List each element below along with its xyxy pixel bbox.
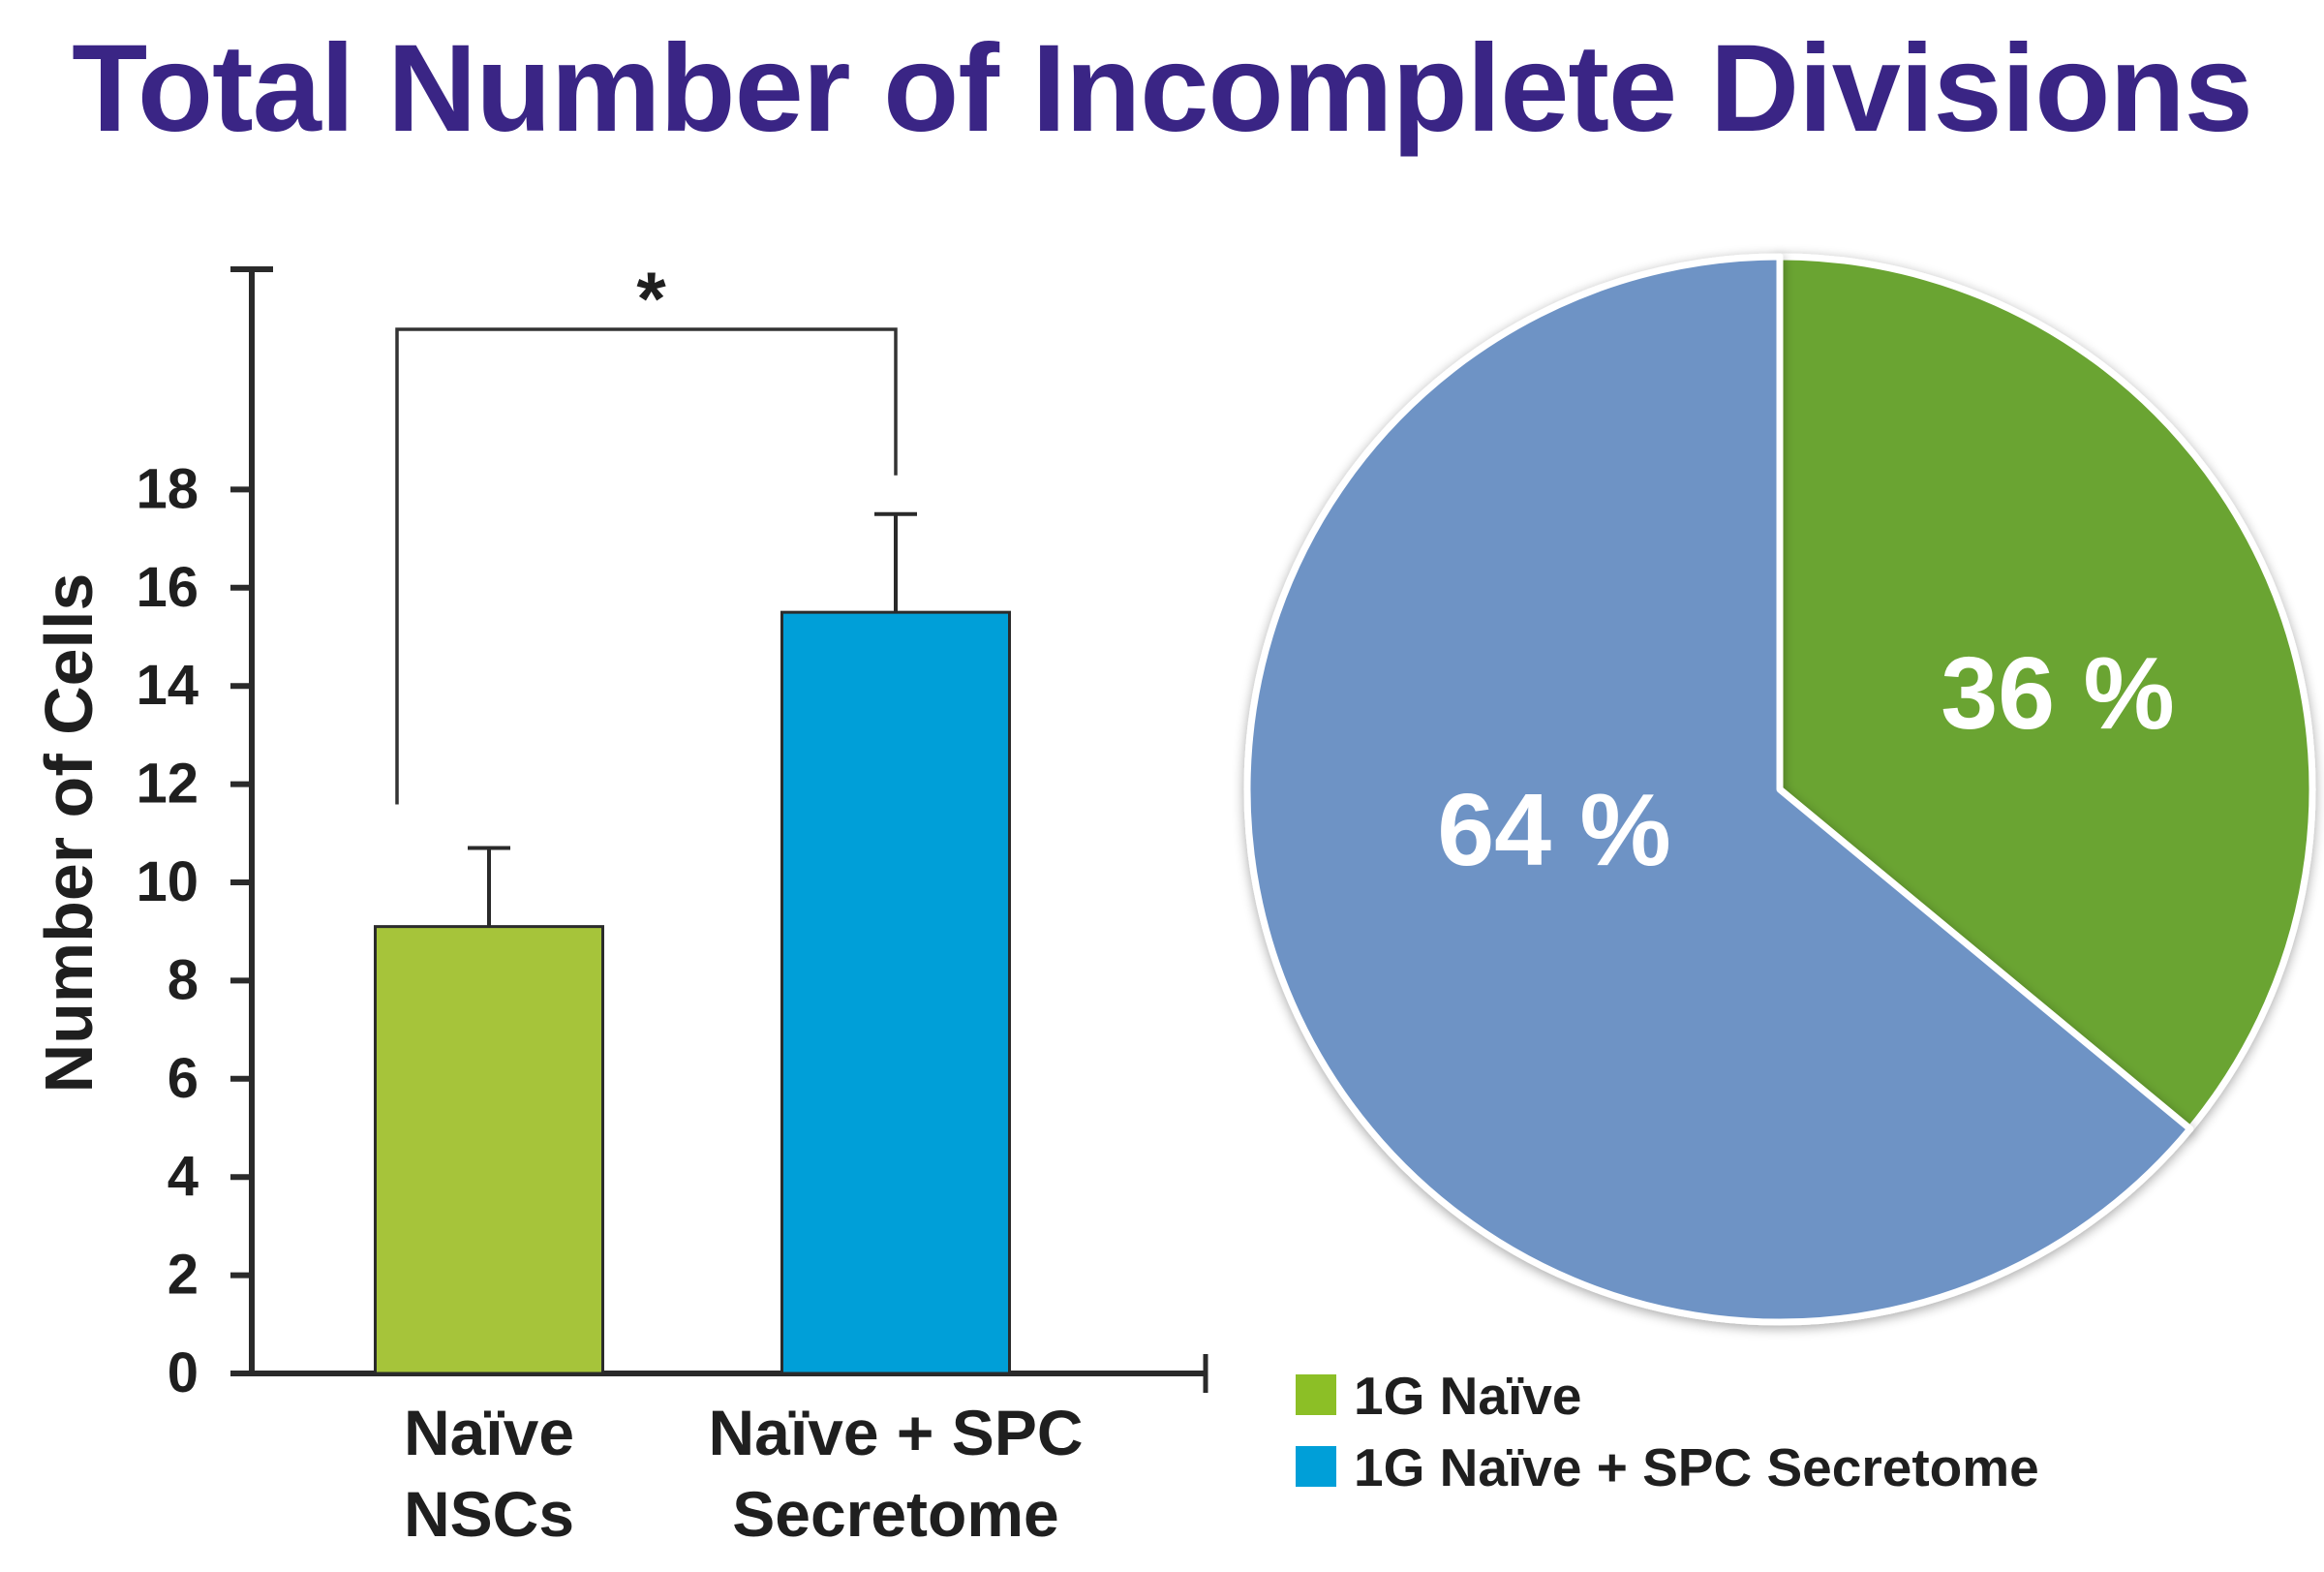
pie-slice xyxy=(1776,253,2316,1133)
pie-slice-label: 64 % xyxy=(1437,773,1671,887)
y-tick-label: 16 xyxy=(136,556,199,619)
legend-label: 1G Naïve + SPC Secretome xyxy=(1354,1437,2039,1497)
x-category-label: Naïve + SPC xyxy=(708,1397,1083,1468)
y-tick-label: 14 xyxy=(136,654,199,717)
pie-legend: 1G Naïve 1G Naïve + SPC Secretome xyxy=(1296,1366,2039,1497)
significance-marker: * xyxy=(636,256,666,341)
y-axis-label: Number of Cells xyxy=(31,573,107,1094)
y-tick-label: 2 xyxy=(168,1244,199,1307)
bar xyxy=(780,610,1011,1375)
bar xyxy=(374,925,604,1375)
pie-chart: 36 % 64 % xyxy=(1243,253,2316,1326)
y-tick-label: 8 xyxy=(168,948,199,1011)
y-tick-label: 10 xyxy=(136,850,199,913)
bar-chart: 0 2 4 6 8 10 12 14 16 18 Number of Cells Naïve NSCs N… xyxy=(31,256,1208,1550)
pie-slice xyxy=(1243,253,2194,1326)
y-tick-label: 4 xyxy=(168,1145,199,1208)
figure-title: Total Number of Incomplete Divisions xyxy=(72,19,2253,158)
legend-swatch xyxy=(1296,1446,1336,1487)
y-tick-label: 18 xyxy=(136,457,199,520)
legend-label: 1G Naïve xyxy=(1354,1366,1581,1426)
x-category-label: NSCs xyxy=(404,1478,574,1550)
y-tick-label: 6 xyxy=(168,1047,199,1110)
y-tick-label: 0 xyxy=(168,1341,199,1404)
legend-swatch xyxy=(1296,1374,1336,1415)
significance-bracket xyxy=(395,327,898,805)
x-category-label: Secretome xyxy=(732,1478,1059,1550)
pie-slice-label: 36 % xyxy=(1941,636,2175,751)
y-tick-label: 12 xyxy=(136,753,199,816)
x-category-label: Naïve xyxy=(404,1397,574,1468)
